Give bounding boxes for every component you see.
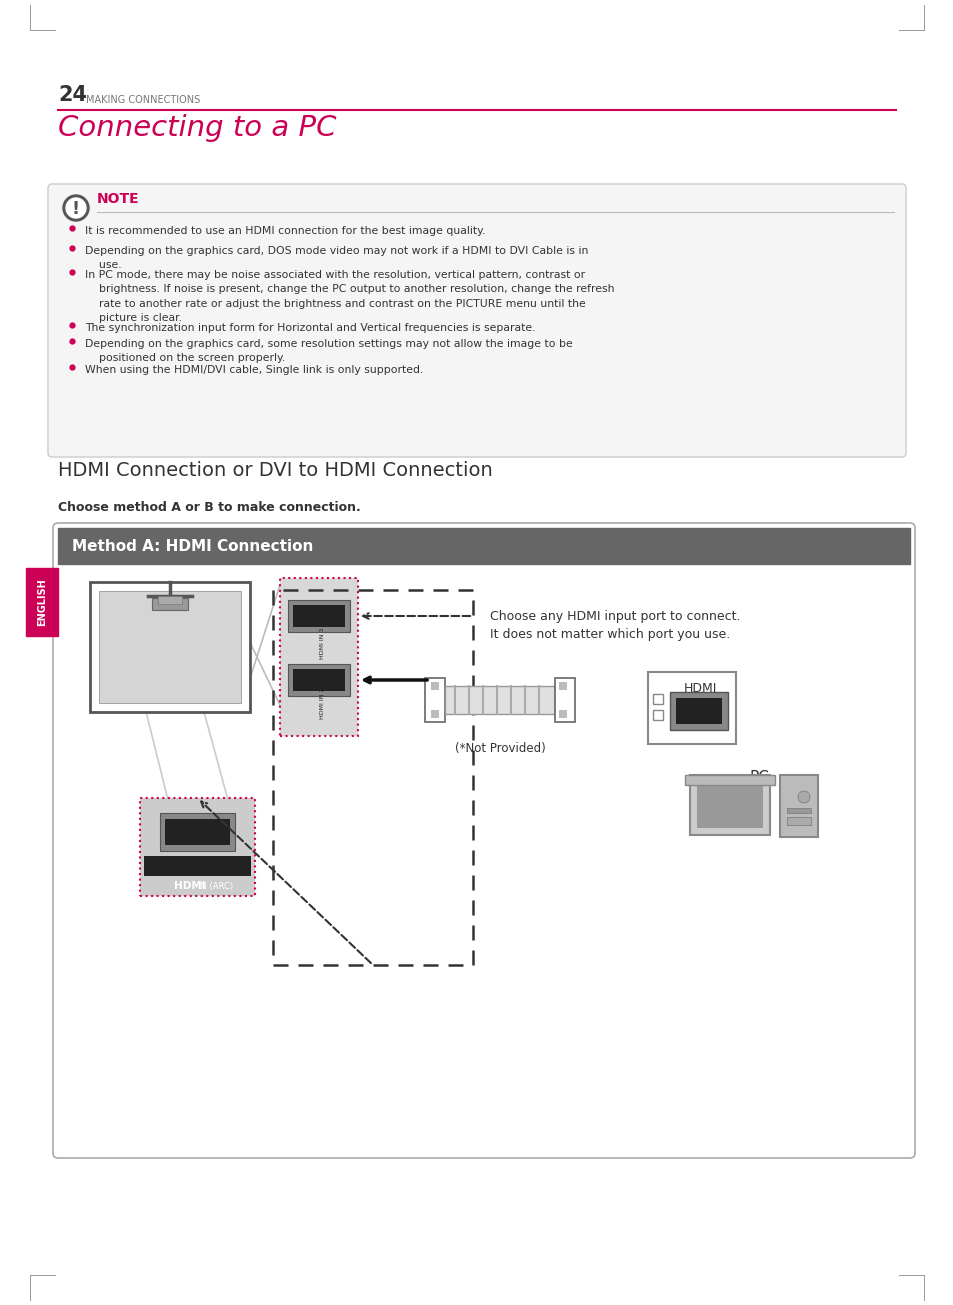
Bar	[160, 813, 234, 851]
Text: Choose any HDMI input port to connect.: Choose any HDMI input port to connect.	[490, 609, 740, 622]
Bar	[165, 820, 230, 846]
Bar	[99, 591, 241, 703]
Text: It is recommended to use an HDMI connection for the best image quality.: It is recommended to use an HDMI connect…	[85, 226, 485, 236]
Bar	[676, 698, 721, 724]
Bar	[158, 596, 182, 604]
Bar	[293, 606, 345, 626]
Text: HDMI IN 2 (PC): HDMI IN 2 (PC)	[320, 673, 325, 719]
Text: Connecting to a PC: Connecting to a PC	[58, 114, 336, 142]
Text: HDMI IN 3 (MHL): HDMI IN 3 (MHL)	[320, 607, 325, 659]
Text: 24: 24	[58, 85, 87, 104]
Bar	[90, 582, 250, 713]
Bar	[780, 775, 817, 837]
Text: PC: PC	[748, 770, 768, 786]
Bar	[697, 782, 762, 827]
Circle shape	[63, 194, 89, 221]
Text: HDMI: HDMI	[682, 681, 716, 694]
Bar	[558, 683, 566, 690]
Text: It does not matter which port you use.: It does not matter which port you use.	[490, 628, 729, 641]
Text: HDMI: HDMI	[173, 881, 205, 891]
Text: Depending on the graphics card, some resolution settings may not allow the image: Depending on the graphics card, some res…	[85, 339, 572, 363]
Bar	[652, 694, 662, 703]
FancyBboxPatch shape	[48, 184, 905, 457]
Bar	[58, 529, 909, 564]
Bar	[786, 808, 810, 813]
Text: HDMI Connection or DVI to HDMI Connection: HDMI Connection or DVI to HDMI Connectio…	[58, 461, 493, 480]
Bar	[647, 672, 735, 744]
Bar	[652, 710, 662, 720]
Bar	[786, 817, 810, 825]
Bar	[140, 797, 254, 897]
Text: MAKING CONNECTIONS: MAKING CONNECTIONS	[86, 95, 200, 104]
Bar	[431, 683, 438, 690]
Bar	[280, 578, 357, 736]
Bar	[293, 669, 345, 692]
Text: Choose method A or B to make connection.: Choose method A or B to make connection.	[58, 501, 360, 514]
Bar	[558, 710, 566, 718]
FancyBboxPatch shape	[53, 523, 914, 1158]
Text: !: !	[71, 200, 80, 218]
Text: The synchronization input form for Horizontal and Vertical frequencies is separa: The synchronization input form for Horiz…	[85, 324, 535, 333]
Bar	[26, 568, 58, 636]
Bar	[152, 598, 188, 609]
Bar	[273, 590, 473, 964]
Bar	[684, 775, 774, 786]
Bar	[424, 679, 444, 722]
Text: ENGLISH: ENGLISH	[37, 578, 47, 626]
Text: IN (ARC): IN (ARC)	[197, 881, 233, 890]
Bar	[444, 686, 555, 714]
Bar	[669, 692, 727, 729]
Text: In PC mode, there may be noise associated with the resolution, vertical pattern,: In PC mode, there may be noise associate…	[85, 270, 614, 324]
Circle shape	[797, 791, 809, 803]
Bar	[689, 775, 769, 835]
Bar	[555, 679, 575, 722]
Bar	[140, 797, 254, 897]
Bar	[431, 710, 438, 718]
Circle shape	[66, 198, 86, 218]
Text: (*Not Provided): (*Not Provided)	[455, 743, 545, 756]
Text: NOTE: NOTE	[97, 192, 139, 206]
Bar	[288, 664, 350, 696]
Text: Method A: HDMI Connection: Method A: HDMI Connection	[71, 539, 313, 553]
Bar	[280, 578, 357, 736]
Bar	[288, 600, 350, 632]
Text: When using the HDMI/DVI cable, Single link is only supported.: When using the HDMI/DVI cable, Single li…	[85, 365, 423, 375]
Bar	[144, 856, 251, 876]
Text: Depending on the graphics card, DOS mode video may not work if a HDMI to DVI Cab: Depending on the graphics card, DOS mode…	[85, 247, 588, 270]
